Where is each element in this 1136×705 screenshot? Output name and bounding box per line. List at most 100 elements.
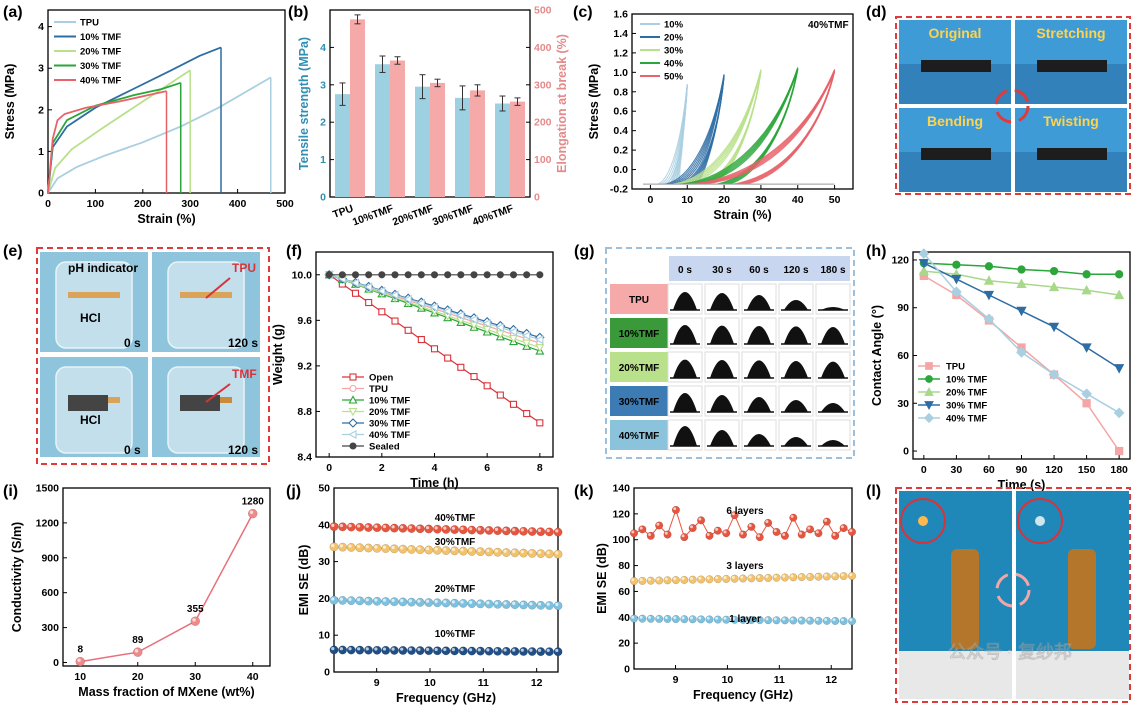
legend-label: 10% TMF	[369, 396, 410, 407]
water-drop	[710, 430, 734, 446]
emi-data-point-highlight	[477, 548, 481, 552]
panel-label-i: (i)	[3, 483, 18, 500]
x-tick-label: 12	[531, 677, 543, 689]
y-tick-label: 1200	[36, 517, 60, 529]
emi-data-point-highlight	[799, 617, 802, 621]
emi-data-point	[680, 615, 689, 624]
emi-data-point	[797, 530, 806, 539]
y-tick-label: 100	[612, 534, 630, 546]
emi-data-point	[638, 614, 647, 623]
emi-data-point	[484, 646, 494, 656]
led-off-icon	[1035, 516, 1045, 526]
panel-label-a: (a)	[3, 4, 23, 21]
data-point	[75, 656, 85, 667]
emi-data-point-highlight	[773, 529, 777, 533]
emi-data-point-highlight	[417, 546, 421, 551]
jar-glass	[55, 261, 133, 349]
emi-data-point	[822, 517, 831, 526]
emi-data-point-highlight	[331, 647, 335, 651]
emi-data-point	[536, 647, 546, 657]
arrow-icon	[205, 277, 231, 299]
emi-data-point	[364, 645, 373, 655]
y-tick-label: 1.6	[613, 9, 628, 21]
emi-data-point-highlight	[673, 577, 677, 581]
photo-label-twisting: Twisting	[1043, 113, 1099, 129]
y2-tick-label: 400	[534, 42, 552, 54]
emi-data-point	[519, 548, 528, 558]
emi-data-point-highlight	[477, 527, 481, 531]
data-point	[522, 339, 532, 348]
emi-data-point-highlight	[469, 527, 473, 531]
emi-data-point	[663, 530, 672, 539]
data-point	[508, 327, 518, 337]
emi-data-point	[755, 574, 764, 583]
water-drop	[710, 293, 734, 310]
emi-data-point-highlight	[443, 526, 447, 530]
x-tick-label: 30	[755, 194, 767, 206]
emi-data-point-highlight	[374, 647, 378, 651]
emi-data-point	[458, 598, 468, 608]
emi-data-point	[730, 574, 739, 583]
emi-data-point-highlight	[656, 522, 660, 526]
legend-label: 40% TMF	[369, 430, 410, 441]
emi-data-point	[553, 647, 563, 657]
watermark: 公众号 · 复纱邦	[948, 641, 1072, 662]
emi-data-point-highlight	[849, 529, 853, 533]
emi-data-point-highlight	[382, 545, 387, 549]
emi-data-point-highlight	[748, 575, 752, 579]
emi-data-point-highlight	[537, 528, 542, 533]
emi-data-point-highlight	[673, 616, 677, 620]
data-point	[456, 310, 465, 320]
x-tick-label: 100	[87, 198, 105, 210]
emi-data-point-highlight	[740, 575, 744, 579]
emi-data-point-highlight	[555, 529, 559, 533]
emi-data-point	[432, 598, 442, 608]
hysteresis-loop	[675, 76, 725, 185]
emi-data-point	[638, 576, 647, 585]
emi-data-point-highlight	[698, 616, 702, 620]
y-tick-label: 1500	[36, 483, 60, 495]
emi-data-point-highlight	[656, 616, 660, 620]
time-header: 30 s	[712, 265, 732, 276]
legend-marker	[349, 442, 357, 450]
water-drop	[784, 300, 808, 310]
panel-g-dashed-frame	[605, 247, 855, 459]
emi-data-point-highlight	[782, 533, 786, 536]
ph-indicator-label: pH indicator	[68, 261, 138, 275]
legend-label: 50%	[664, 72, 684, 83]
emi-data-point	[536, 600, 546, 610]
hcl-label: HCl	[80, 311, 101, 325]
data-point	[377, 286, 386, 296]
y-tick-label: 1.0	[613, 67, 628, 79]
emi-data-point-highlight	[469, 648, 473, 652]
data-point	[469, 314, 478, 324]
emi-data-point-highlight	[690, 616, 693, 620]
y-tick-label: 0	[324, 667, 330, 679]
water-drop	[821, 361, 845, 378]
emi-data-point-highlight	[740, 531, 744, 535]
bar-elongation	[350, 19, 365, 197]
panel-label-g: (g)	[574, 243, 594, 260]
panel-label-e: (e)	[3, 243, 23, 260]
hysteresis-loop	[665, 74, 725, 185]
board-base	[1016, 651, 1129, 699]
y-tick-label: 30	[318, 556, 330, 568]
emi-data-point	[797, 616, 806, 625]
coil-cylinder	[951, 549, 979, 649]
time-header: 60 s	[749, 265, 769, 276]
emi-data-point	[372, 645, 382, 655]
legend-label: 30% TMF	[946, 401, 987, 412]
emi-data-point	[789, 616, 798, 625]
emi-data-point	[407, 646, 416, 656]
emi-data-point-highlight	[460, 526, 464, 531]
hcl-label: HCl	[80, 413, 101, 427]
data-label: 8	[77, 645, 83, 656]
legend-label: TPU	[946, 362, 965, 373]
panel-b: (b)TPU10%TMF20%TMF30%TMF40%TMF0123401002…	[288, 4, 569, 228]
hysteresis-loop	[690, 69, 799, 185]
x-tick-label: 9	[374, 677, 380, 689]
emi-data-point-highlight	[512, 648, 516, 652]
hysteresis-loop	[694, 70, 836, 185]
watermark-text: 公众号 · 复纱邦	[948, 641, 1072, 662]
